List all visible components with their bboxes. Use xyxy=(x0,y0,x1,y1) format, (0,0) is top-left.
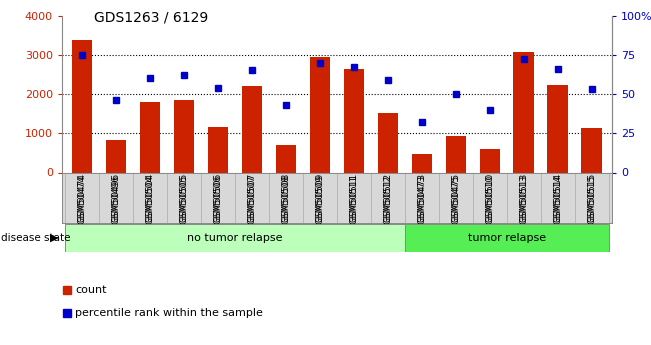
Text: GSM50505: GSM50505 xyxy=(180,173,189,222)
Bar xyxy=(547,85,568,172)
Text: GSM50507: GSM50507 xyxy=(247,175,256,224)
Text: GSM50508: GSM50508 xyxy=(281,173,290,222)
Bar xyxy=(276,145,296,172)
Text: GSM50475: GSM50475 xyxy=(451,173,460,222)
Text: GSM50513: GSM50513 xyxy=(519,175,528,224)
Bar xyxy=(405,224,609,252)
Text: GSM50496: GSM50496 xyxy=(112,173,120,222)
Bar xyxy=(208,127,229,172)
Text: GSM50473: GSM50473 xyxy=(417,173,426,222)
Text: GSM50506: GSM50506 xyxy=(214,173,223,222)
Text: GSM50515: GSM50515 xyxy=(587,173,596,222)
Text: GSM50506: GSM50506 xyxy=(214,175,223,224)
Text: GSM50509: GSM50509 xyxy=(316,173,324,222)
Text: GSM50474: GSM50474 xyxy=(77,175,87,224)
Bar xyxy=(411,155,432,172)
Bar xyxy=(174,100,194,172)
Text: GDS1263 / 6129: GDS1263 / 6129 xyxy=(94,10,208,24)
Bar xyxy=(514,52,534,172)
Bar xyxy=(480,149,500,172)
Text: count: count xyxy=(75,286,107,295)
Bar xyxy=(65,224,405,252)
Text: GSM50515: GSM50515 xyxy=(587,175,596,224)
Text: percentile rank within the sample: percentile rank within the sample xyxy=(75,308,263,318)
Bar xyxy=(72,40,92,172)
Text: GSM50504: GSM50504 xyxy=(146,173,155,222)
Text: GSM50514: GSM50514 xyxy=(553,175,562,224)
Text: disease state: disease state xyxy=(1,233,70,243)
Text: tumor relapse: tumor relapse xyxy=(467,233,546,243)
Text: GSM50505: GSM50505 xyxy=(180,175,189,224)
Text: GSM50508: GSM50508 xyxy=(281,175,290,224)
Text: ▶: ▶ xyxy=(50,233,59,243)
Text: GSM50512: GSM50512 xyxy=(383,173,393,222)
Text: GSM50473: GSM50473 xyxy=(417,175,426,224)
Text: GSM50512: GSM50512 xyxy=(383,175,393,224)
Text: GSM50513: GSM50513 xyxy=(519,173,528,222)
Text: GSM50510: GSM50510 xyxy=(485,175,494,224)
Bar xyxy=(581,128,602,172)
Bar xyxy=(106,140,126,172)
Text: GSM50507: GSM50507 xyxy=(247,173,256,222)
Bar xyxy=(140,102,160,172)
Bar xyxy=(344,69,364,172)
Bar xyxy=(378,113,398,172)
Bar xyxy=(310,57,330,172)
Bar xyxy=(242,86,262,172)
Text: no tumor relapse: no tumor relapse xyxy=(187,233,283,243)
Text: GSM50475: GSM50475 xyxy=(451,175,460,224)
Text: GSM50504: GSM50504 xyxy=(146,175,155,224)
Text: GSM50511: GSM50511 xyxy=(350,175,358,224)
Text: GSM50510: GSM50510 xyxy=(485,173,494,222)
Text: GSM50514: GSM50514 xyxy=(553,173,562,222)
Bar xyxy=(445,136,466,172)
Text: GSM50509: GSM50509 xyxy=(316,175,324,224)
Text: GSM50496: GSM50496 xyxy=(112,175,120,224)
Text: GSM50474: GSM50474 xyxy=(77,173,87,222)
Text: GSM50511: GSM50511 xyxy=(350,173,358,222)
